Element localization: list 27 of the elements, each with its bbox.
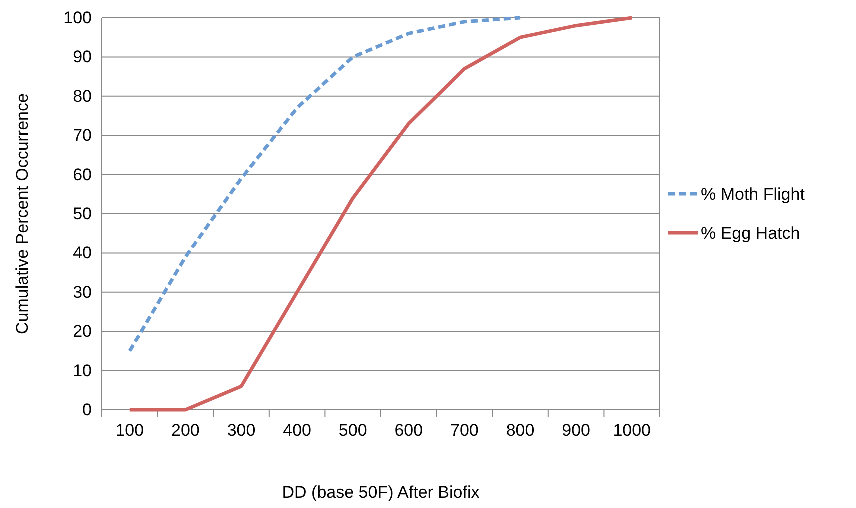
x-tick-label: 600: [394, 421, 424, 440]
legend-label: % Egg Hatch: [701, 224, 800, 243]
y-tick-label: 70: [73, 126, 92, 146]
y-tick-label: 0: [82, 400, 92, 420]
y-tick-label: 40: [73, 244, 92, 263]
line-series: [128, 16, 634, 412]
x-tick-label: 1000: [613, 421, 652, 440]
y-tick-label: 30: [73, 282, 92, 302]
y-tick-label: 90: [73, 48, 92, 67]
x-tick-label: 300: [227, 421, 256, 440]
x-tick-label: 700: [450, 421, 479, 440]
x-tick-label: 200: [172, 421, 200, 440]
y-tick-label: 20: [73, 322, 92, 342]
x-tick-label: 100: [116, 421, 144, 440]
y-tick-label: 100: [64, 8, 92, 28]
x-tick-label: 400: [283, 421, 312, 440]
y-tick-label: 60: [73, 165, 92, 184]
x-axis-title: DD (base 50F) After Biofix: [282, 483, 480, 502]
x-tick-label: 500: [338, 421, 368, 440]
x-tick-label: 800: [506, 421, 535, 440]
line-series: [128, 16, 522, 353]
y-tick-label: 50: [73, 204, 92, 224]
y-axis-title: Cumulative Percent Occurrence: [13, 94, 32, 334]
x-tick-label: 900: [562, 421, 590, 440]
y-tick-label: 10: [73, 361, 92, 380]
y-tick-label: 80: [73, 86, 92, 106]
legend-label: % Moth Flight: [701, 185, 806, 204]
